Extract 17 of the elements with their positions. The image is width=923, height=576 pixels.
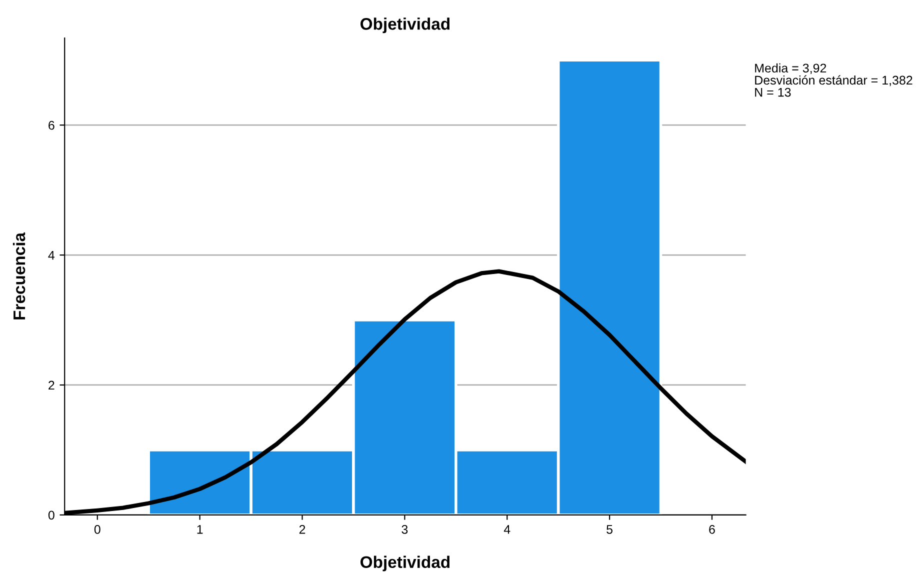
x-tick-label: 6 (709, 524, 715, 534)
y-tick-label: 6 (48, 120, 54, 130)
x-tick-label: 0 (94, 524, 100, 534)
x-tick-label: 4 (504, 525, 510, 534)
text: N = 13 (755, 88, 791, 97)
y-axis-title: Frecuencia (12, 232, 26, 320)
x-tick-label: 2 (299, 524, 306, 534)
text: Media = 3,92 (755, 63, 826, 74)
text: Desviación estándar = 1,382 (755, 75, 912, 86)
x-tick-label: 1 (197, 525, 203, 534)
chart-title: Objetividad (360, 18, 450, 34)
x-tick-label: 3 (402, 524, 408, 534)
y-tick-label: 4 (48, 250, 55, 260)
y-tick-label: 0 (48, 510, 54, 520)
x-axis-title: Objetividad (360, 556, 450, 572)
y-tick-label: 2 (48, 380, 54, 390)
x-tick-label: 5 (606, 525, 612, 534)
